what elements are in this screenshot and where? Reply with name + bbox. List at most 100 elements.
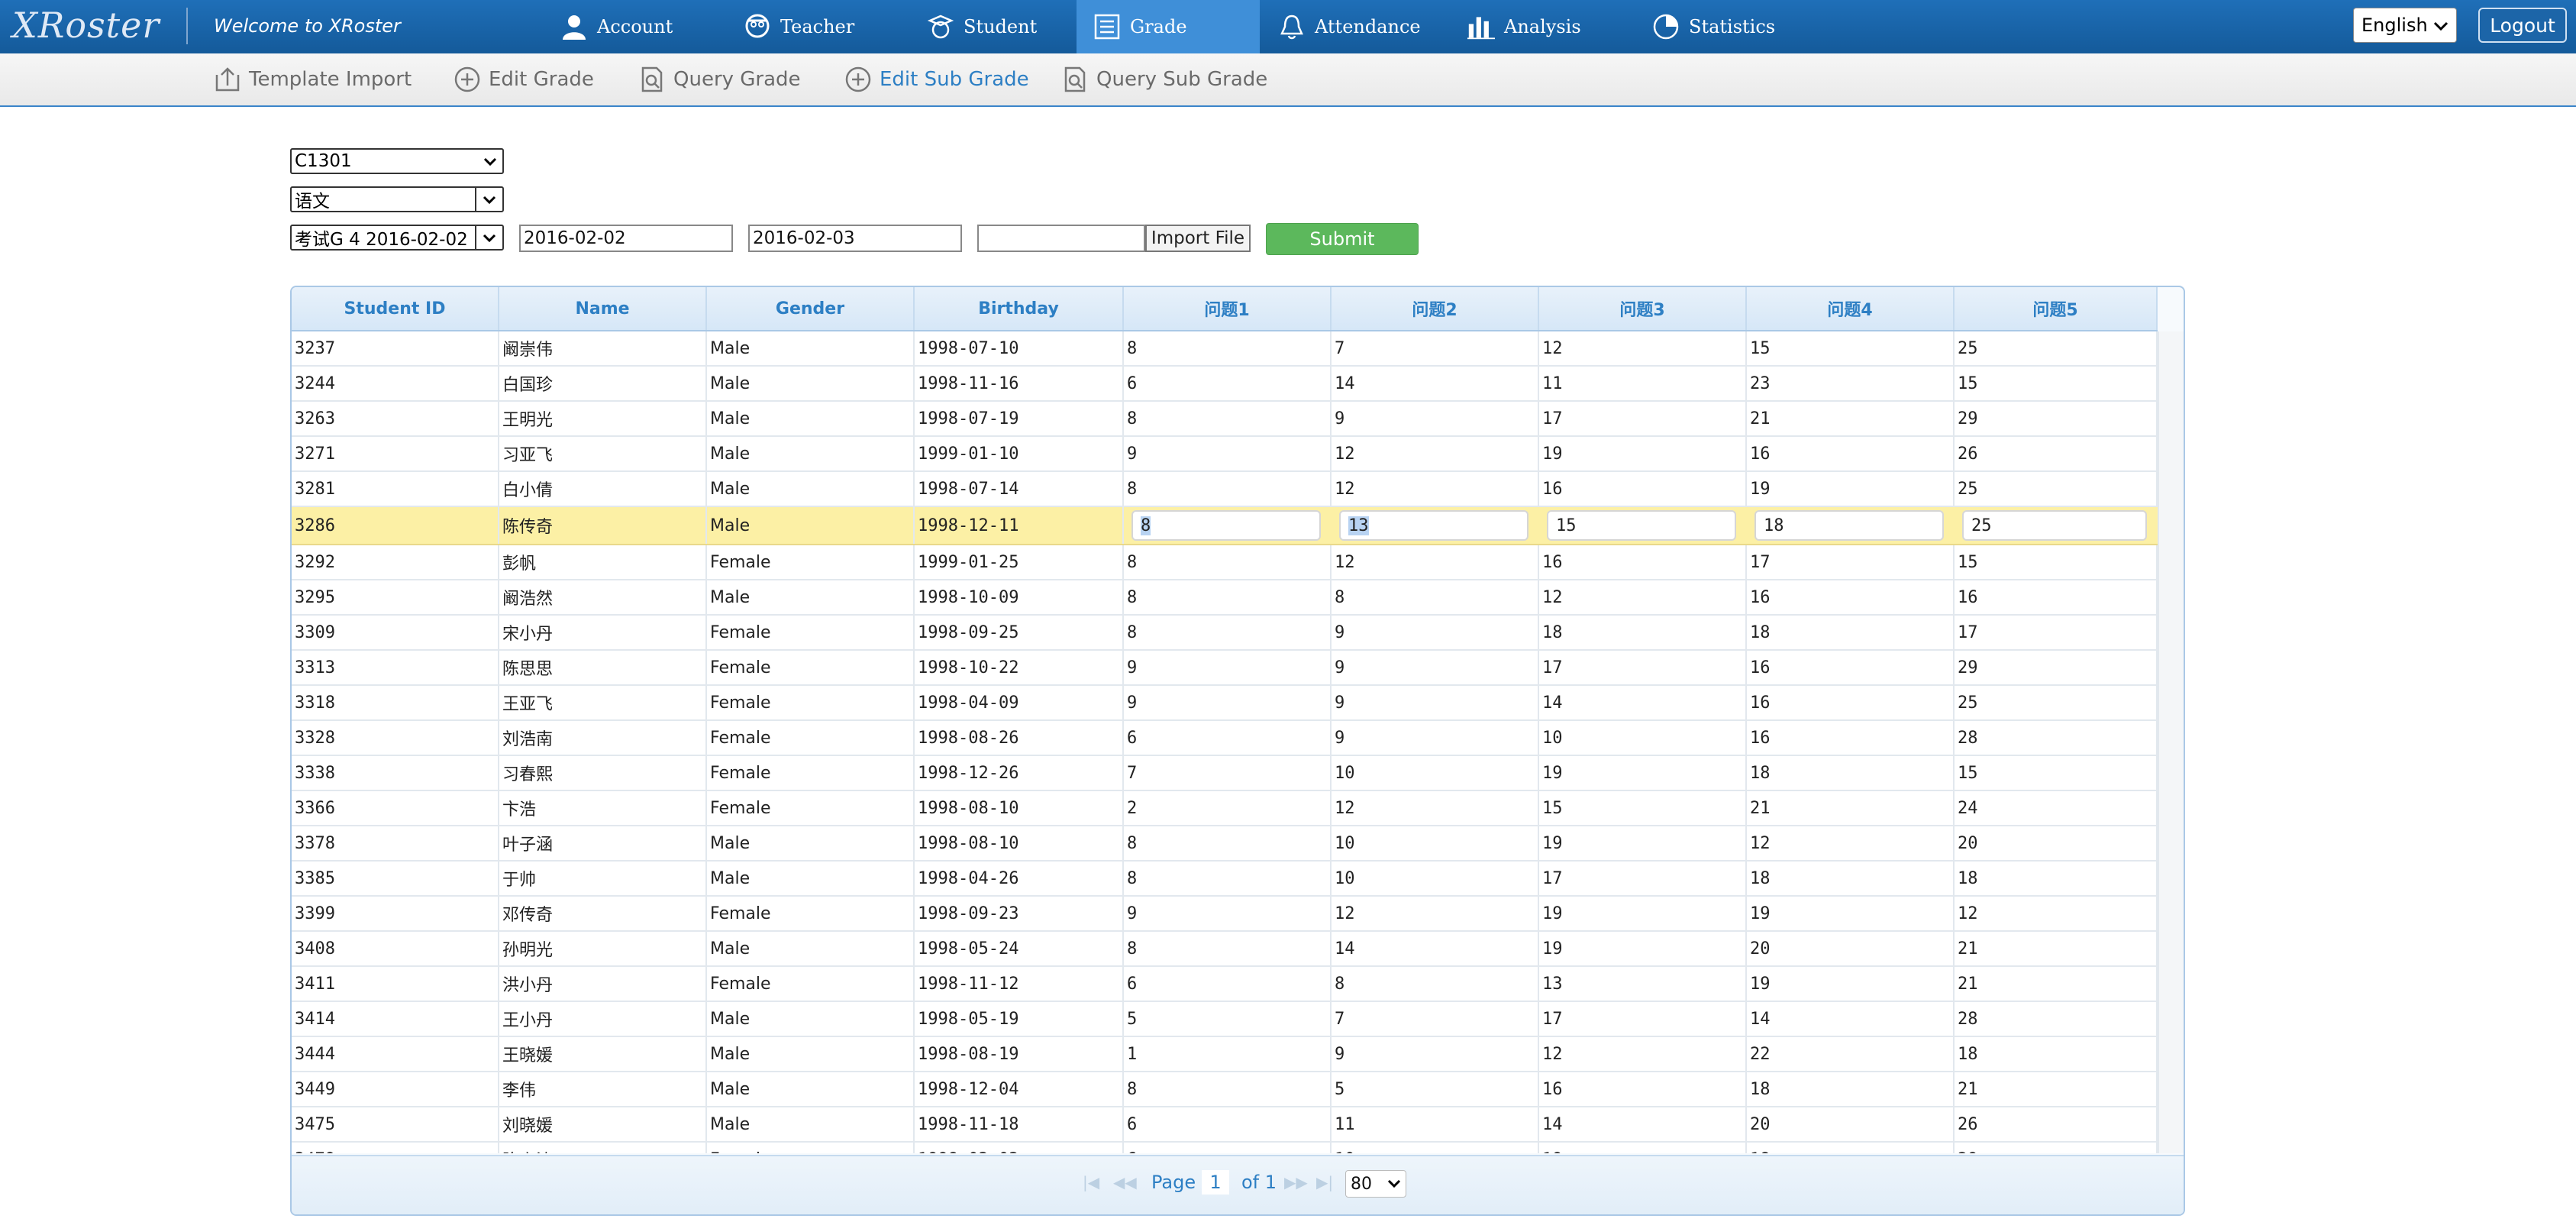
table-row[interactable]: 3408 孙明光 Male 1998-05-24 8 14 19 20 21: [292, 932, 2158, 967]
column-header[interactable]: 问题1: [1124, 287, 1332, 330]
column-header[interactable]: 问题2: [1332, 287, 1539, 330]
vertical-scrollbar[interactable]: [2158, 331, 2184, 1153]
table-cell: 19: [1539, 437, 1747, 470]
table-cell: 6: [1124, 367, 1332, 400]
table-row[interactable]: 3295 阚浩然 Male 1998-10-09 8 8 12 16 16: [292, 580, 2158, 616]
table-cell: 王明光: [499, 402, 707, 435]
first-page-icon[interactable]: |◀: [1083, 1173, 1100, 1191]
column-header[interactable]: 问题4: [1747, 287, 1955, 330]
table-row[interactable]: 3479陈宇涛Female1998-03-03610191829: [292, 1143, 2158, 1153]
table-cell: 17: [1747, 545, 1955, 579]
score-edit-input[interactable]: 25: [1962, 510, 2147, 541]
table-row[interactable]: 3411 洪小丹 Female 1998-11-12 6 8 13 19 21: [292, 967, 2158, 1002]
nav-account[interactable]: Account: [544, 0, 712, 53]
subject-select[interactable]: 语文: [290, 186, 504, 212]
table-row[interactable]: 3475 刘晓媛 Male 1998-11-18 6 11 14 20 26: [292, 1107, 2158, 1143]
subnav-edit-sub-grade[interactable]: Edit Sub Grade: [844, 63, 1029, 96]
nav-analysis[interactable]: Analysis: [1451, 0, 1619, 53]
column-header[interactable]: Name: [499, 287, 707, 330]
prev-page-icon[interactable]: ◀◀: [1113, 1173, 1137, 1191]
nav-attendance[interactable]: Attendance: [1261, 0, 1445, 53]
table-row[interactable]: 3378 叶子涵 Male 1998-08-10 8 10 19 12 20: [292, 826, 2158, 862]
table-row[interactable]: 3318 王亚飞 Female 1998-04-09 9 9 14 16 25: [292, 686, 2158, 721]
logout-button[interactable]: Logout: [2478, 8, 2567, 43]
import-file-button[interactable]: Import File: [1145, 225, 1251, 252]
table-cell: 1998-03-03: [915, 1143, 1124, 1153]
nav-teacher[interactable]: Teacher: [727, 0, 895, 53]
score-edit-input[interactable]: 8: [1131, 510, 1321, 541]
nav-attendance-label: Attendance: [1315, 16, 1421, 37]
table-cell: 10: [1332, 756, 1539, 790]
table-cell: 习春熙: [499, 756, 707, 790]
table-row[interactable]: 3366 卞浩 Female 1998-08-10 2 12 15 21 24: [292, 791, 2158, 826]
grade-icon: [1093, 13, 1121, 40]
column-header[interactable]: 问题3: [1539, 287, 1747, 330]
subnav-query-grade[interactable]: Query Grade: [638, 63, 801, 96]
submit-button[interactable]: Submit: [1266, 223, 1419, 255]
table-row[interactable]: 3328 刘浩南 Female 1998-08-26 6 9 10 16 28: [292, 721, 2158, 756]
class-select[interactable]: C1301: [290, 148, 504, 174]
table-cell: 3318: [292, 686, 499, 719]
table-cell: 1998-10-09: [915, 580, 1124, 614]
page-number-input[interactable]: 1: [1202, 1167, 1229, 1198]
table-cell: 19: [1747, 472, 1955, 506]
subnav-edit-grade[interactable]: Edit Grade: [454, 63, 594, 96]
score-edit-input[interactable]: 13: [1339, 510, 1528, 541]
table-row[interactable]: 3244 白国珍 Male 1998-11-16 6 14 11 23 15: [292, 367, 2158, 402]
table-cell: 18: [1747, 756, 1955, 790]
end-date-input[interactable]: 2016-02-03: [748, 225, 962, 252]
app-logo[interactable]: XRoster: [12, 5, 160, 46]
table-cell: 5: [1124, 1002, 1332, 1036]
table-cell: Male: [707, 1002, 915, 1036]
table-row[interactable]: 3292 彭帆 Female 1999-01-25 8 12 16 17 15: [292, 545, 2158, 580]
page-size-select[interactable]: 80: [1345, 1170, 1406, 1198]
subnav-edit-grade-label: Edit Grade: [489, 68, 594, 91]
table-row[interactable]: 3263 王明光 Male 1998-07-19 8 9 17 21 29: [292, 402, 2158, 437]
score-edit-input[interactable]: 15: [1547, 510, 1736, 541]
table-row[interactable]: 3399 邓传奇 Female 1998-09-23 9 12 19 19 12: [292, 897, 2158, 932]
subnav-query-sub-grade[interactable]: Query Sub Grade: [1061, 63, 1267, 96]
nav-teacher-label: Teacher: [780, 16, 855, 37]
column-header[interactable]: Birthday: [915, 287, 1124, 330]
language-select[interactable]: English: [2353, 8, 2457, 43]
table-row[interactable]: 3444 王晓媛 Male 1998-08-19 1 9 12 22 18: [292, 1037, 2158, 1072]
table-row-selected[interactable]: 3286 陈传奇 Male 1998-12-11 8 13 15 18 25: [292, 507, 2158, 545]
last-page-icon[interactable]: ▶|: [1316, 1173, 1334, 1191]
table-cell: 16: [1747, 721, 1955, 755]
table-row[interactable]: 3309 宋小丹 Female 1998-09-25 8 9 18 18 17: [292, 616, 2158, 651]
table-cell: 1998-08-26: [915, 721, 1124, 755]
chevron-down-icon: [1387, 1175, 1401, 1194]
nav-statistics[interactable]: Statistics: [1635, 0, 1819, 53]
table-cell: 1998-12-11: [915, 507, 1124, 544]
table-row[interactable]: 3237 阚崇伟 Male 1998-07-10 8 7 12 15 25: [292, 331, 2158, 367]
file-path-input[interactable]: [977, 225, 1145, 252]
start-date-input[interactable]: 2016-02-02: [519, 225, 733, 252]
exam-select[interactable]: 考试G 4 2016-02-02: [290, 225, 504, 251]
table-row[interactable]: 3338 习春熙 Female 1998-12-26 7 10 19 18 15: [292, 756, 2158, 791]
table-row[interactable]: 3281 白小倩 Male 1998-07-14 8 12 16 19 25: [292, 472, 2158, 507]
table-row[interactable]: 3313 陈思思 Female 1998-10-22 9 9 17 16 29: [292, 651, 2158, 686]
next-page-icon[interactable]: ▶▶: [1284, 1173, 1308, 1191]
nav-student[interactable]: Student: [910, 0, 1078, 53]
nav-grade[interactable]: Grade: [1077, 0, 1260, 53]
table-cell: 17: [1539, 862, 1747, 895]
table-row[interactable]: 3271 习亚飞 Male 1999-01-10 9 12 19 16 26: [292, 437, 2158, 472]
table-cell: 17: [1539, 651, 1747, 684]
table-row[interactable]: 3414 王小丹 Male 1998-05-19 5 7 17 14 28: [292, 1002, 2158, 1037]
table-row[interactable]: 3385 于帅 Male 1998-04-26 8 10 17 18 18: [292, 862, 2158, 897]
column-header[interactable]: Gender: [707, 287, 915, 330]
table-cell: 阚浩然: [499, 580, 707, 614]
plus-circle-icon: [454, 66, 481, 93]
column-header[interactable]: 问题5: [1955, 287, 2158, 330]
class-select-value: C1301: [295, 151, 352, 171]
subnav-template-import[interactable]: Template Import: [214, 63, 412, 96]
table-row[interactable]: 3449 李伟 Male 1998-12-04 8 5 16 18 21: [292, 1072, 2158, 1107]
score-edit-input[interactable]: 18: [1754, 510, 1944, 541]
column-header[interactable]: Student ID: [292, 287, 499, 330]
upload-icon: [214, 66, 241, 93]
table-cell: 王亚飞: [499, 686, 707, 719]
table-cell: 16: [1747, 651, 1955, 684]
table-cell: 3444: [292, 1037, 499, 1071]
table-cell: 3237: [292, 331, 499, 365]
table-cell: 9: [1332, 721, 1539, 755]
